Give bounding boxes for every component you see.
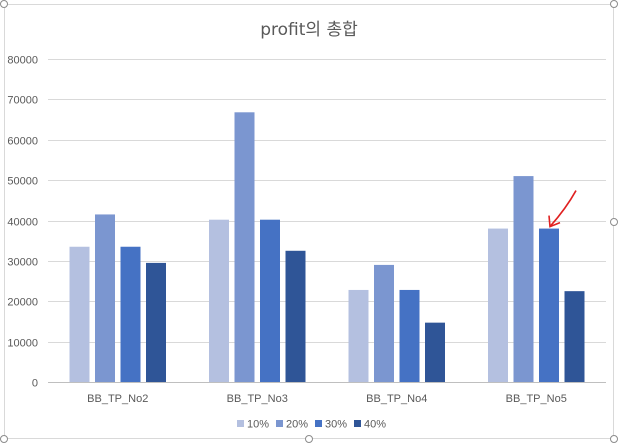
x-axis-ticks: BB_TP_No2 BB_TP_No3 BB_TP_No4 BB_TP_No5 [87, 393, 567, 405]
y-tick-label: 20000 [7, 297, 38, 309]
arrow-shaft [549, 190, 577, 228]
bar [488, 228, 508, 382]
bar [120, 246, 141, 382]
y-tick-label: 40000 [7, 217, 38, 229]
bar [564, 291, 585, 382]
legend-label: 40% [364, 419, 386, 431]
bar [209, 219, 229, 382]
bar [374, 264, 394, 382]
x-tick-label: BB_TP_No3 [227, 393, 288, 405]
bar [348, 289, 369, 382]
chart-title: profit의 총합 [260, 20, 358, 40]
legend-swatch [237, 420, 244, 427]
annotation-arrow [548, 190, 577, 228]
x-tick-label: BB_TP_No2 [87, 393, 148, 405]
legend-label: 10% [247, 419, 269, 431]
y-axis-ticks: 0 10000 20000 30000 40000 50000 60000 70000 8000… [7, 55, 38, 390]
x-tick-label: BB_TP_No5 [506, 393, 567, 405]
resize-handle-middle-right[interactable] [610, 218, 618, 226]
legend-swatch [354, 420, 361, 427]
bar [399, 289, 420, 382]
arrow-head [548, 215, 561, 228]
bar [146, 262, 166, 382]
resize-handle-bottom-right[interactable] [610, 435, 618, 443]
legend-swatch [276, 420, 283, 427]
bar [425, 322, 445, 382]
legend-label: 20% [286, 419, 308, 431]
legend: 10% 20% 30% 40% [237, 419, 386, 431]
bar [260, 219, 280, 382]
x-tick-label: BB_TP_No4 [366, 393, 427, 405]
bar [95, 214, 115, 382]
resize-handle-top-right[interactable] [610, 0, 618, 8]
resize-handle-top-left[interactable] [0, 0, 8, 8]
y-tick-label: 70000 [7, 95, 38, 107]
y-tick-label: 10000 [7, 338, 38, 350]
resize-handle-bottom-left[interactable] [0, 435, 8, 443]
y-tick-label: 80000 [7, 55, 38, 67]
legend-swatch [315, 420, 322, 427]
bar [234, 112, 255, 383]
gridlines [48, 59, 606, 383]
y-tick-label: 30000 [7, 257, 38, 269]
y-tick-label: 60000 [7, 136, 38, 148]
bars [69, 112, 585, 383]
bar [69, 246, 90, 382]
bar [539, 228, 559, 382]
y-tick-label: 50000 [7, 176, 38, 188]
resize-handle-bottom-middle[interactable] [305, 435, 313, 443]
bar [285, 250, 306, 382]
bar [513, 176, 534, 382]
y-tick-label: 0 [32, 378, 38, 390]
legend-label: 30% [325, 419, 347, 431]
